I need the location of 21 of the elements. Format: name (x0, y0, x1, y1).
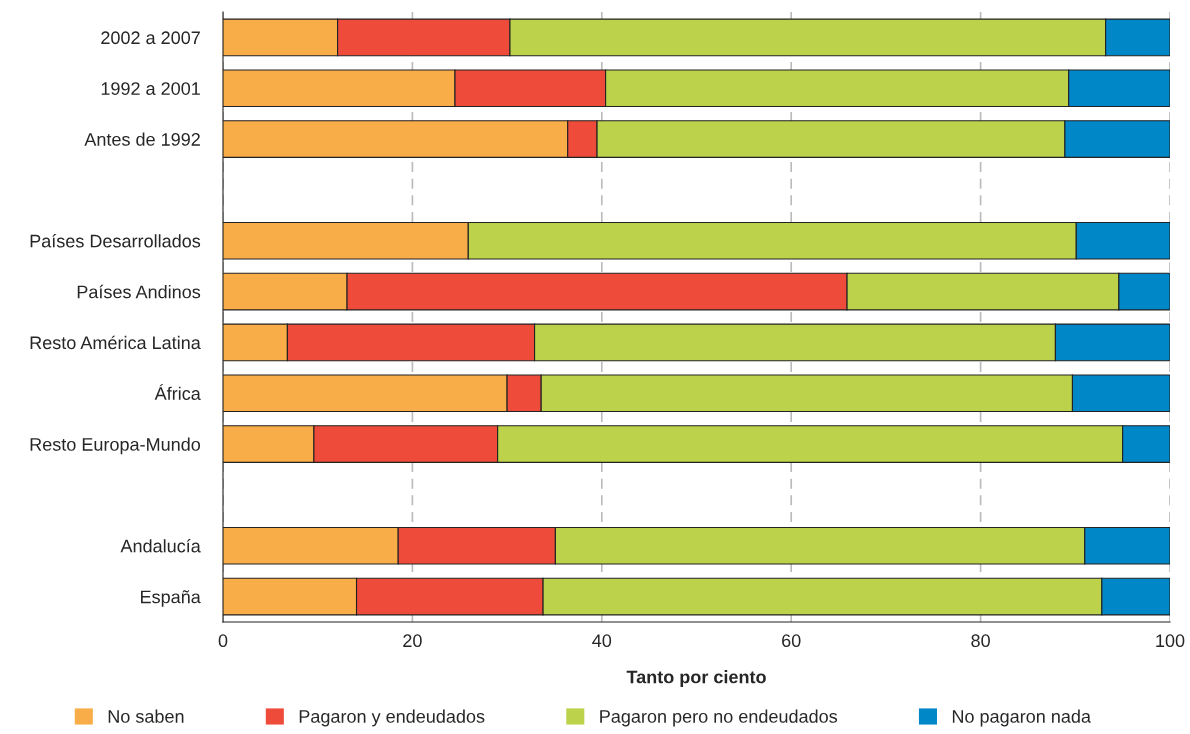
y-tick-label: 1992 a 2001 (101, 82, 200, 95)
y-tick-label: Antes de 1992 (84, 132, 200, 146)
y-tick-label: Países Andinos (77, 284, 201, 299)
y-tick-label: España (141, 590, 201, 607)
y-tick-label: Países Desarrollados (30, 234, 201, 248)
x-tick-label: 60 (782, 634, 801, 648)
y-tick-label: África (154, 384, 201, 400)
legend-label: No saben (108, 709, 184, 723)
x-tick-label: 40 (592, 634, 612, 648)
y-tick-label: Andalucía (120, 539, 201, 553)
y-tick-label: Resto América Latina (30, 335, 201, 350)
x-axis-title: Tanto por ciento (626, 670, 766, 687)
x-tick-label: 0 (218, 634, 228, 648)
legend-label: Pagaron pero no endeudados (600, 709, 838, 727)
y-tick-label: 2002 a 2007 (101, 31, 200, 45)
x-tick-label: 20 (403, 634, 422, 648)
legend-label: Pagaron y endeudados (299, 709, 485, 727)
x-tick-label: 100 (1156, 634, 1185, 648)
legend-label: No pagaron nada (952, 709, 1091, 727)
y-tick-label: Resto Europa-Mundo (30, 437, 201, 455)
x-tick-label: 80 (971, 634, 990, 648)
